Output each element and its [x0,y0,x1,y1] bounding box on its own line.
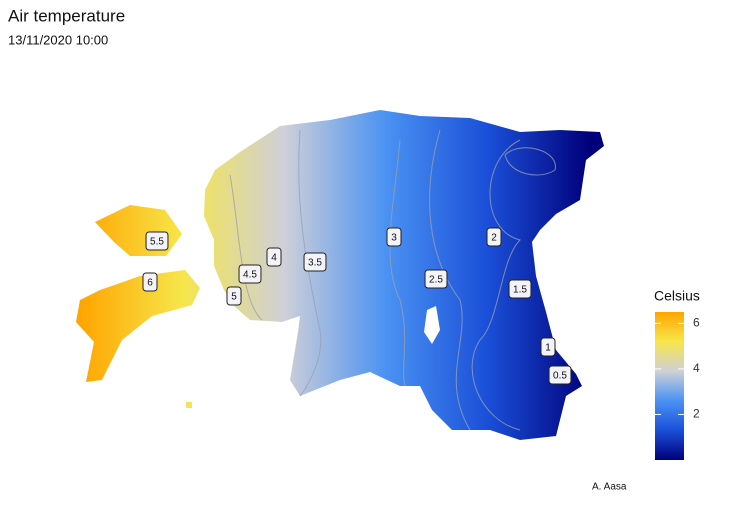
contour-label-text: 1.5 [513,285,527,296]
contour-label: 2 [486,227,502,247]
contour-label-box [424,269,448,289]
contour-label: 1.5 [508,279,532,299]
contour-label-text: 0.5 [553,371,567,382]
contour-label-text: 2 [491,233,497,244]
contour-label-box [303,252,327,272]
contour-label-box [145,231,169,251]
contour-label-box [540,337,556,357]
contour-label-box [142,272,158,292]
contour-label: 2.5 [424,269,448,289]
contour-label-text: 1 [545,343,551,354]
contour-label-box [238,264,262,284]
legend-title: Celsius [654,288,700,304]
contour-label-text: 2.5 [429,275,443,286]
contour-label: 4.5 [238,264,262,284]
contour-label-box [266,247,282,267]
contour-label-text: 4 [271,253,277,264]
contour-labels: 5.5 6 4 4.5 5 3.5 3 2.5 2 1.5 1 0.5 [142,227,572,385]
contour-label-text: 4.5 [243,270,257,281]
contour-label: 3.5 [303,252,327,272]
contour-label-box [386,227,402,247]
lake [424,306,440,344]
saaremaa [76,270,200,382]
contour-label-box [508,279,532,299]
title: Air temperature [8,6,125,25]
contour-label: 5 [226,286,242,306]
contour-label: 1 [540,337,556,357]
legend-ticks: 2 4 6 [655,316,700,421]
contour-label-text: 5 [231,292,237,303]
contour-label-text: 5.5 [150,237,164,248]
contour-label-box [548,365,572,385]
contour-label: 3 [386,227,402,247]
contour-label: 5.5 [145,231,169,251]
contour-label: 6 [142,272,158,292]
legend-tick-label: 6 [693,316,700,330]
contour-label-box [486,227,502,247]
credit: A. Aasa [592,482,627,493]
islet [186,402,192,408]
contour-label-box [226,286,242,306]
contour-label-text: 6 [147,278,153,289]
contour-label-text: 3.5 [308,258,322,269]
subtitle: 13/11/2020 10:00 [8,32,108,47]
legend-tick-label: 2 [693,407,700,421]
hiiumaa [95,205,182,256]
legend-tick-label: 4 [693,361,700,375]
contour-label-text: 3 [391,233,397,244]
mainland [204,110,604,440]
contours [229,129,556,431]
contour-label: 0.5 [548,365,572,385]
contour-label: 4 [266,247,282,267]
legend-colorbar [655,312,684,460]
